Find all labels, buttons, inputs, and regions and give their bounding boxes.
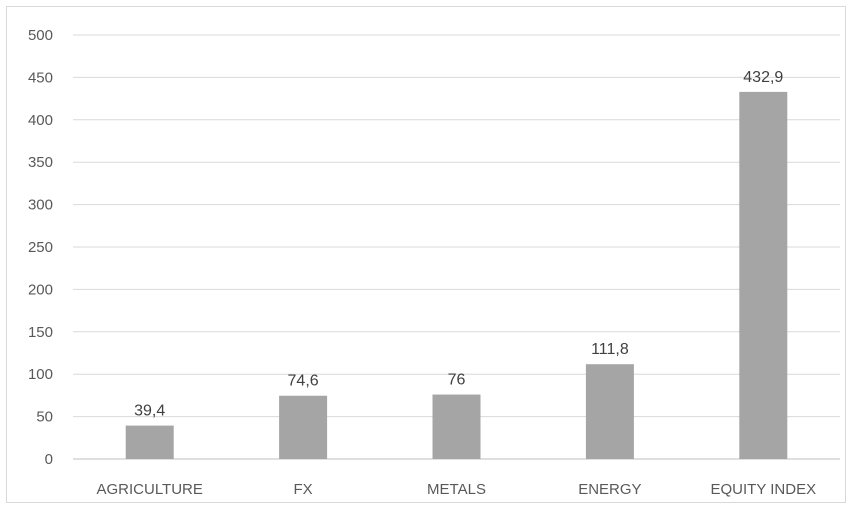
y-tick-label: 200 xyxy=(28,281,53,298)
bar xyxy=(279,395,328,459)
bar xyxy=(125,425,174,459)
data-label: 74,6 xyxy=(288,373,319,390)
gridlines xyxy=(73,34,840,460)
bar xyxy=(585,364,634,459)
x-category-label: METALS xyxy=(427,481,486,498)
x-category-label: EQUITY INDEX xyxy=(711,481,817,498)
data-labels: 39,4 74,6 76 111,8 432,9 xyxy=(134,69,783,420)
data-label: 111,8 xyxy=(591,341,629,358)
data-label: 39,4 xyxy=(134,403,165,420)
y-tick-label: 100 xyxy=(28,366,53,383)
y-tick-label: 50 xyxy=(36,409,53,426)
y-tick-label: 150 xyxy=(28,324,53,341)
y-tick-label: 0 xyxy=(45,451,53,468)
chart-frame xyxy=(6,6,846,503)
y-tick-label: 500 xyxy=(28,27,53,44)
y-axis-ticks: 0 50 100 150 200 250 300 350 400 450 500 xyxy=(28,27,53,468)
x-category-label: ENERGY xyxy=(578,481,641,498)
bar xyxy=(739,91,788,459)
x-category-label: FX xyxy=(294,481,313,498)
x-category-label: AGRICULTURE xyxy=(96,481,202,498)
data-label: 76 xyxy=(448,372,466,389)
y-tick-label: 400 xyxy=(28,112,53,129)
bar xyxy=(432,394,481,459)
y-tick-label: 450 xyxy=(28,69,53,86)
x-axis-categories: AGRICULTURE FX METALS ENERGY EQUITY INDEX xyxy=(96,481,816,498)
y-tick-label: 250 xyxy=(28,239,53,256)
bars xyxy=(125,91,788,459)
y-tick-label: 350 xyxy=(28,154,53,171)
y-tick-label: 300 xyxy=(28,197,53,214)
data-label: 432,9 xyxy=(743,69,783,86)
